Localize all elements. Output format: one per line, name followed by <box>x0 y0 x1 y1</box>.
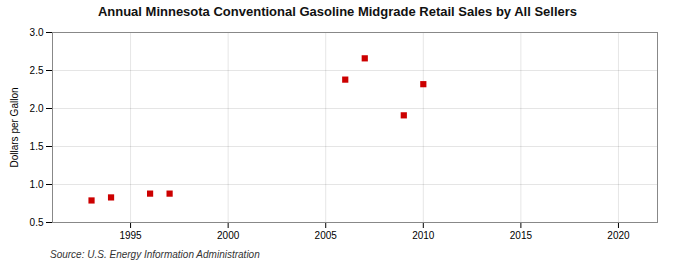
svg-text:2015: 2015 <box>510 230 533 241</box>
svg-text:1.0: 1.0 <box>30 179 44 190</box>
svg-text:2020: 2020 <box>607 230 630 241</box>
svg-text:2010: 2010 <box>412 230 435 241</box>
svg-text:0.5: 0.5 <box>30 217 44 228</box>
svg-text:Dollars per Gallon: Dollars per Gallon <box>9 87 20 167</box>
svg-text:1995: 1995 <box>119 230 142 241</box>
svg-text:1.5: 1.5 <box>30 141 44 152</box>
svg-text:3.0: 3.0 <box>30 27 44 38</box>
svg-text:2.0: 2.0 <box>30 103 44 114</box>
html-text:Annual Minnesota Conventional: Annual Minnesota Conventional Gasoline M… <box>97 4 578 19</box>
html-text:Source: U.S. Energy Informatio: Source: U.S. Energy Information Administ… <box>50 249 260 260</box>
svg-text:2005: 2005 <box>315 230 338 241</box>
svg-text:2.5: 2.5 <box>30 65 44 76</box>
svg-text:2000: 2000 <box>217 230 240 241</box>
